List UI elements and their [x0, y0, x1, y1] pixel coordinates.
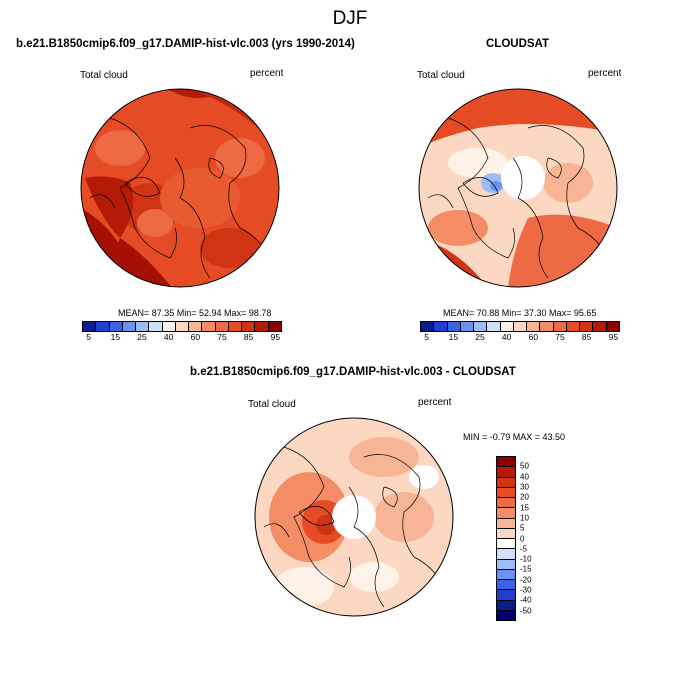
panel3-stats: MIN = -0.79 MAX = 43.50 [463, 432, 566, 442]
panel3-colorbar-tick-label: -50 [520, 606, 532, 616]
panel3-colorbar-tick-label: 20 [520, 492, 529, 502]
panel1-colorbar-tick-label: 95 [270, 332, 281, 342]
panel1-colorbar-swatch [83, 322, 97, 331]
panel1-colorbar-swatch [149, 322, 163, 331]
panel2-colorbar-tick-label: 40 [501, 332, 512, 342]
panel3-colorbar-swatch [497, 580, 515, 591]
panel3-colorbar-swatch [497, 498, 515, 509]
panel3-colorbar-swatch [497, 590, 515, 601]
panel1-colorbar-tick-label: 25 [137, 332, 147, 342]
panel3-colorbar-swatch [497, 457, 515, 468]
panel3-polar-map [254, 417, 454, 617]
panel2-colorbar-swatch [540, 322, 554, 331]
panel1-colorbar-swatch [255, 322, 269, 331]
panel1-colorbar-swatch [215, 322, 229, 331]
panel3-colorbar-swatch [497, 518, 515, 529]
panel3-colorbar-tick-label: 0 [520, 534, 525, 543]
panel2-title: CLOUDSAT [486, 38, 550, 50]
panel1-units-label: percent [250, 68, 284, 79]
panel2-colorbar-swatch [566, 322, 581, 331]
panel1-colorbar: 5 15 25 40 60 75 85 95 [82, 321, 282, 344]
panel3-colorbar-swatch [497, 467, 515, 478]
panel1-title: b.e21.B1850cmip6.f09_g17.DAMIP-hist-vlc.… [16, 38, 355, 50]
panel1-colorbar-swatch [189, 322, 203, 331]
panel3-units-label: percent [418, 397, 452, 408]
panel1-colorbar-swatch [136, 322, 150, 331]
panel2-colorbar-swatch [606, 322, 619, 331]
panel3-colorbar-ticks: 50 40 30 20 15 10 5 0 -5 -10 -15 -20 -30 -40 -50 [520, 456, 550, 621]
panel3-colorbar-swatch [497, 600, 515, 611]
panel2-colorbar-swatch [593, 322, 607, 331]
panel1-colorbar-swatch [109, 322, 123, 331]
panel1-colorbar-swatch [268, 322, 281, 331]
panel1-colorbar-swatch [122, 322, 137, 331]
panel1-colorbar-tick-label: 15 [110, 332, 121, 342]
panel2-polar-map [418, 88, 618, 288]
panel2-colorbar-swatch [513, 322, 528, 331]
panel2-colorbar-swatch [527, 322, 541, 331]
panel2-colorbar-swatch [460, 322, 475, 331]
panel2-stats: MEAN= 70.88 Min= 37.30 Max= 95.65 [443, 308, 597, 318]
panel1-variable-label: Total cloud [80, 70, 128, 81]
panel3-colorbar-swatch [497, 549, 515, 560]
panel3-colorbar-tick-label: -20 [520, 575, 532, 585]
panel2-colorbar-swatch [474, 322, 488, 331]
panel2-units-label: percent [588, 68, 622, 79]
panel1-colorbar-tick-label: 85 [243, 332, 254, 342]
panel3-colorbar-swatch [497, 539, 515, 550]
panel1-polar-map [80, 88, 280, 288]
panel2-colorbar-tick-label: 15 [448, 332, 459, 342]
panel1-colorbar-swatch [175, 322, 190, 331]
panel3-colorbar-swatch [497, 559, 515, 570]
panel2-colorbar: 5 15 25 40 60 75 85 95 [420, 321, 620, 344]
panel3-colorbar-swatch [497, 477, 515, 488]
panel3-colorbar [496, 456, 516, 621]
panel3-colorbar-tick-label: 15 [520, 503, 529, 513]
panel2-variable-label: Total cloud [417, 70, 465, 81]
panel3-colorbar-tick-label: 30 [520, 482, 529, 492]
panel3-title: b.e21.B1850cmip6.f09_g17.DAMIP-hist-vlc.… [190, 366, 516, 378]
panel1-colorbar-tick-label: 5 [86, 332, 92, 342]
panel2-colorbar-swatch [553, 322, 567, 331]
panel2-colorbar-swatch [447, 322, 461, 331]
panel2-colorbar-tick-label: 5 [424, 332, 430, 342]
panel2-colorbar-swatch [580, 322, 594, 331]
panel2-colorbar-tick-label: 75 [555, 332, 565, 342]
panel3-colorbar-swatch [497, 569, 515, 580]
panel2-colorbar-tick-label: 60 [528, 332, 539, 342]
panel2-colorbar-swatch [500, 322, 514, 331]
panel1-colorbar-tick-label: 40 [163, 332, 174, 342]
panel3-colorbar-tick-label: -30 [520, 585, 532, 595]
panel3-colorbar-tick-label: 5 [520, 523, 525, 533]
panel2-colorbar-swatch [421, 322, 435, 331]
panel3-colorbar-swatch [497, 610, 515, 620]
panel3-variable-label: Total cloud [248, 399, 296, 410]
panel1-colorbar-swatch [162, 322, 176, 331]
panel1-colorbar-swatch [242, 322, 256, 331]
panel3-colorbar-tick-label: 10 [520, 513, 529, 523]
panel2-colorbar-tick-label: 25 [475, 332, 485, 342]
panel3-colorbar-tick-label: 50 [520, 461, 529, 471]
panel2-colorbar-swatch [434, 322, 448, 331]
panel1-colorbar-tick-label: 60 [190, 332, 201, 342]
panel1-colorbar-swatch [96, 322, 110, 331]
panel3-colorbar-swatch [497, 508, 515, 519]
panel3-colorbar-swatch [497, 528, 515, 539]
panel3-colorbar-tick-label: -40 [520, 595, 532, 605]
panel3-colorbar-tick-label: 40 [520, 472, 529, 482]
panel3-colorbar-tick-label: -15 [520, 564, 532, 574]
panel2-colorbar-swatch [487, 322, 501, 331]
panel3-colorbar-tick-label: -5 [520, 544, 528, 554]
panel3-colorbar-swatch [497, 487, 515, 498]
panel1-stats: MEAN= 87.35 Min= 52.94 Max= 98.78 [118, 308, 272, 318]
figure-title: DJF [332, 8, 368, 29]
panel1-colorbar-swatch [228, 322, 243, 331]
panel1-colorbar-tick-label: 75 [217, 332, 227, 342]
panel2-colorbar-tick-label: 85 [581, 332, 592, 342]
panel1-colorbar-swatch [202, 322, 216, 331]
panel2-colorbar-tick-label: 95 [608, 332, 619, 342]
panel3-colorbar-tick-label: -10 [520, 554, 532, 564]
